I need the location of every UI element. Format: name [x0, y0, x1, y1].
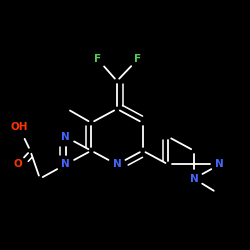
Text: O: O — [13, 160, 22, 170]
Text: F: F — [94, 54, 101, 64]
Text: N: N — [61, 160, 70, 170]
Text: F: F — [134, 54, 141, 64]
Text: N: N — [215, 160, 224, 170]
Text: N: N — [112, 160, 121, 170]
Text: N: N — [190, 174, 198, 184]
Text: OH: OH — [10, 122, 28, 132]
Text: N: N — [61, 132, 70, 142]
